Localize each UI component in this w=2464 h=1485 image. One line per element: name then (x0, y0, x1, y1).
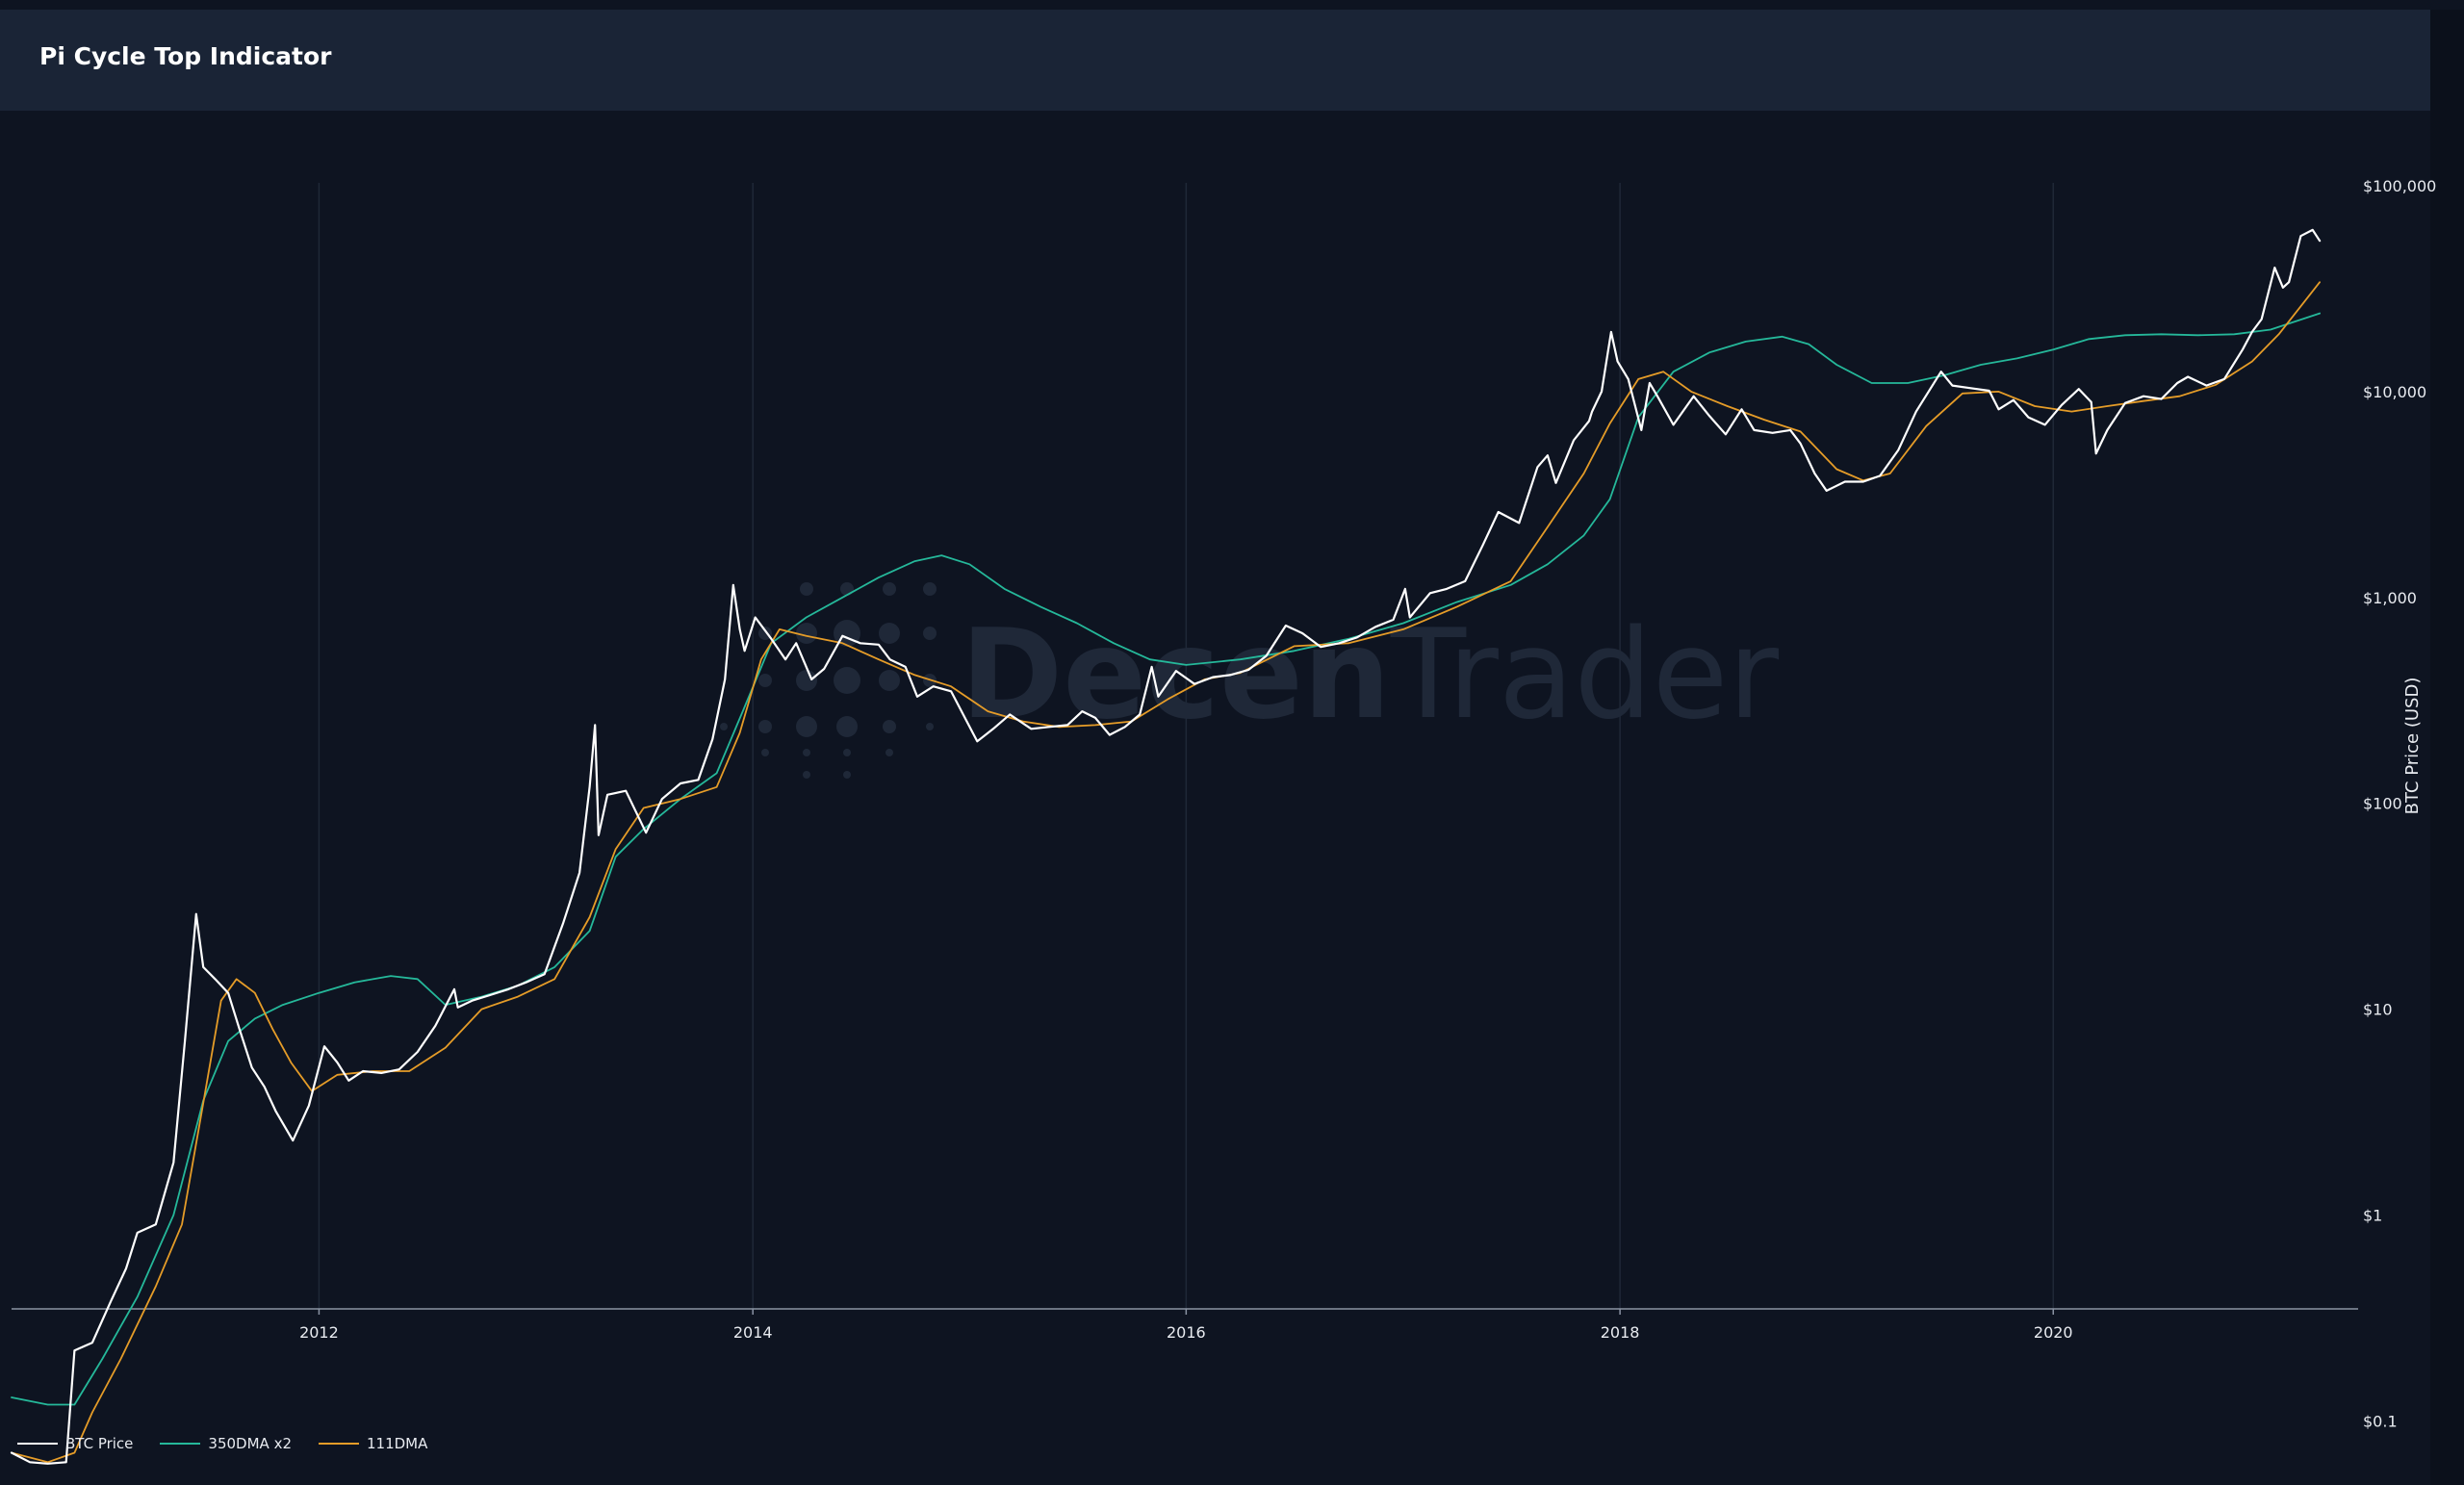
watermark-dot (883, 720, 896, 733)
watermark-dot (720, 723, 728, 730)
watermark-dot (834, 667, 860, 694)
watermark-dot (796, 670, 817, 691)
grid-lines (318, 183, 2055, 1309)
watermark-dot (796, 716, 817, 737)
watermark-dot (803, 749, 810, 756)
y-tick-label: $100 (2363, 795, 2402, 813)
series-line-350dma-x2 (11, 312, 2321, 1406)
watermark-dot (796, 623, 817, 644)
series-lines (10, 228, 2322, 1465)
watermark-dot (879, 670, 900, 691)
watermark-dot (758, 720, 772, 733)
legend-swatch-btc-price (17, 1443, 58, 1445)
chart-legend: BTC Price 350DMA x2 111DMA (17, 1432, 427, 1455)
y-tick-label: $1 (2363, 1207, 2382, 1225)
watermark-dot (800, 582, 813, 596)
watermark-dot (843, 749, 851, 756)
watermark-dot (926, 723, 934, 730)
right-edge-strip (2430, 10, 2464, 1485)
watermark-dot (761, 749, 769, 756)
y-tick-label: $10,000 (2363, 383, 2426, 401)
y-tick-label: $10 (2363, 1001, 2393, 1019)
page-title: Pi Cycle Top Indicator (39, 42, 332, 70)
series-line-111dma (11, 281, 2321, 1464)
legend-label-350dma-x2: 350DMA x2 (208, 1435, 292, 1452)
watermark-light-text: Trader (1390, 603, 1779, 747)
legend-swatch-111dma (319, 1443, 359, 1445)
x-tick-label-2020: 2020 (2034, 1323, 2073, 1342)
watermark-dot (803, 771, 810, 779)
watermark-dot (843, 771, 851, 779)
header-bar: Pi Cycle Top Indicator (0, 10, 2430, 111)
legend-item-111dma[interactable]: 111DMA (319, 1435, 427, 1452)
y-tick-label: $1,000 (2363, 589, 2417, 607)
watermark-dot (923, 582, 937, 596)
x-tick-label-2012: 2012 (299, 1323, 339, 1342)
legend-swatch-350dma-x2 (160, 1443, 201, 1445)
x-tick-label-2018: 2018 (1601, 1323, 1640, 1342)
y-tick-label: $0.1 (2363, 1412, 2398, 1430)
axes: 2012 2014 2016 2018 2020 $0.1 $1 $10 $100 $1,000 $… (12, 177, 2436, 1430)
watermark-dot (836, 716, 858, 737)
watermark-dot (883, 582, 896, 596)
watermark-logo-icon (720, 582, 937, 779)
y-axis-label: BTC Price (USD) (2402, 678, 2423, 815)
x-tick-label-2016: 2016 (1167, 1323, 1206, 1342)
watermark-dot (886, 749, 893, 756)
watermark-dot (840, 582, 854, 596)
legend-item-btc-price[interactable]: BTC Price (17, 1435, 133, 1452)
watermark-dot (923, 627, 937, 640)
series-line-btc-price (10, 228, 2322, 1465)
x-tick-label-2014: 2014 (733, 1323, 773, 1342)
watermark-dot (758, 674, 772, 687)
legend-item-350dma-x2[interactable]: 350DMA x2 (160, 1435, 292, 1452)
legend-label-btc-price: BTC Price (65, 1435, 134, 1452)
y-tick-label: $100,000 (2363, 177, 2436, 195)
watermark-dot (879, 623, 900, 644)
legend-label-111dma: 111DMA (367, 1435, 428, 1452)
